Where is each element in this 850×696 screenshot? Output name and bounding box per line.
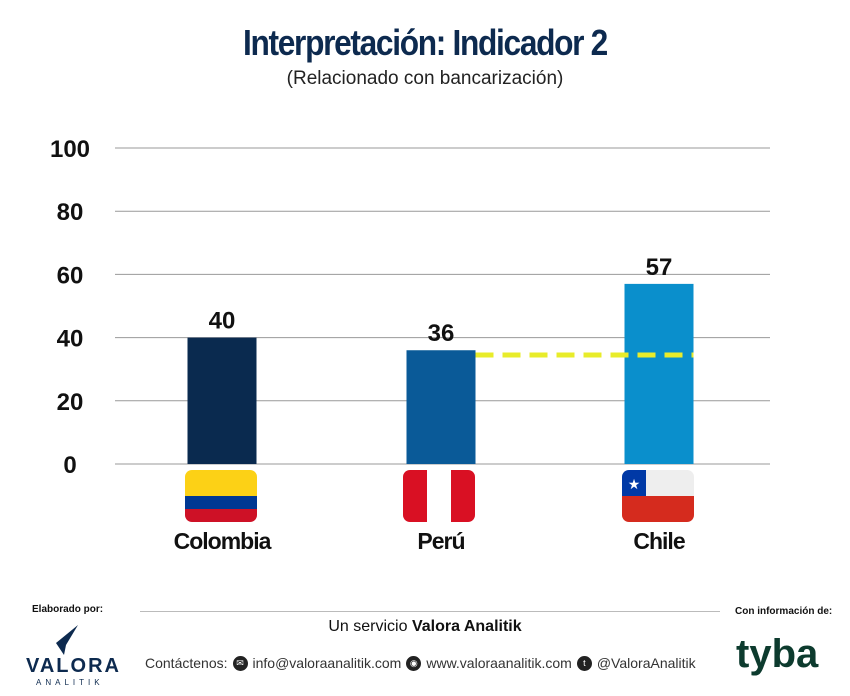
y-tick-label: 20 xyxy=(57,389,84,416)
twitter-icon: t xyxy=(576,655,592,671)
valora-wing-icon xyxy=(56,625,78,655)
service-brand: Valora Analitik xyxy=(411,618,522,635)
made-by-label: Elaborado por: xyxy=(32,604,104,615)
bar xyxy=(187,337,257,464)
data-label: 57 xyxy=(646,254,673,281)
data-label: 40 xyxy=(209,308,236,335)
y-tick-label: 40 xyxy=(57,326,84,353)
y-tick-label: 0 xyxy=(63,452,76,479)
chart-title: Interpretación: Indicador 2 xyxy=(243,22,608,63)
x-tick-label: Chile xyxy=(633,528,684,554)
y-tick-label: 60 xyxy=(57,262,84,289)
chile-flag-icon xyxy=(622,496,694,522)
colombia-flag-icon xyxy=(185,470,257,496)
colombia-flag-icon xyxy=(185,496,257,509)
email-link[interactable]: info@valoraanalitik.com xyxy=(252,655,402,671)
chart-subtitle: (Relacionado con bancarización) xyxy=(286,68,564,89)
bar xyxy=(624,283,694,464)
twitter-link[interactable]: @ValoraAnalitik xyxy=(596,655,696,671)
y-tick-label: 80 xyxy=(57,199,84,226)
tyba-logo: tyba xyxy=(736,632,819,676)
valora-logo: VALORA xyxy=(26,655,121,677)
star-icon: ★ xyxy=(628,476,641,492)
colombia-flag-icon xyxy=(185,509,257,522)
chile-flag-icon xyxy=(622,470,646,496)
web-link[interactable]: www.valoraanalitik.com xyxy=(426,655,572,671)
divider xyxy=(140,611,720,612)
peru-flag-icon xyxy=(427,470,451,522)
bar-chart: 0 20 40 60 80 100 40 Colombia 36 Perú 57 Chile ★ xyxy=(50,136,770,554)
info-from-label: Con información de: xyxy=(735,606,833,617)
valora-logo-sub: ANALITIK xyxy=(36,678,104,687)
contact-label: Contáctenos: xyxy=(145,655,228,671)
y-tick-label: 100 xyxy=(50,136,90,163)
contact-bar: Contáctenos: ✉ info@valoraanalitik.com ◉ w… xyxy=(145,655,696,671)
globe-icon: ◉ xyxy=(406,655,422,671)
service-text: Un servicio Valora Analitik xyxy=(0,618,850,636)
email-icon: ✉ xyxy=(232,655,248,671)
x-tick-label: Perú xyxy=(417,528,464,554)
service-prefix: Un servicio xyxy=(328,618,412,635)
data-label: 36 xyxy=(428,320,455,347)
bar xyxy=(406,350,476,464)
x-tick-label: Colombia xyxy=(174,528,272,554)
